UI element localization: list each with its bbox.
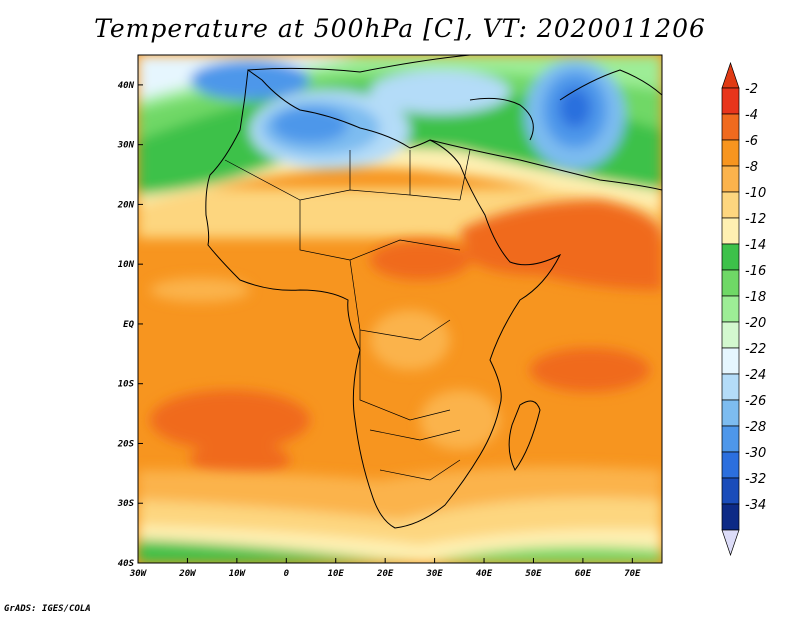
colorbar-label: -8	[745, 160, 758, 175]
colorbar-label: -14	[745, 238, 766, 253]
lon-tick-label: 20W	[178, 569, 197, 579]
colorbar-label: -16	[745, 264, 766, 279]
map-field	[138, 55, 662, 563]
colorbar-label: -18	[745, 290, 766, 305]
lon-tick-label: 60E	[575, 569, 592, 579]
lat-tick-label: 30S	[117, 499, 135, 509]
lat-tick-label: 20S	[117, 439, 135, 449]
lon-tick-label: 50E	[525, 569, 542, 579]
colorbar-swatch	[721, 399, 740, 427]
colorbar-label: -4	[745, 108, 758, 123]
lon-tick-label: 70E	[624, 569, 641, 579]
colorbar-label: -2	[745, 82, 758, 97]
colorbar: -2 -4 -6 -8 -10 -12 -14 -16 -18 -20 -22 -24 -26 -28 -3…	[721, 61, 766, 557]
colorbar-swatch	[721, 243, 740, 271]
lon-tick-label: 10W	[229, 569, 247, 579]
lat-tick-label: 20N	[117, 200, 135, 210]
lon-tick-label: 30W	[129, 569, 148, 579]
colorbar-label: -20	[745, 316, 766, 331]
longitude-ticks: 30W 20W 10W 0 10E 20E 30E 40E 50E 60E 70E	[129, 558, 641, 579]
colorbar-swatch	[721, 113, 740, 141]
colorbar-swatch	[721, 347, 740, 375]
colorbar-swatch	[721, 217, 740, 245]
lon-tick-label: 0	[284, 569, 290, 579]
colorbar-swatch	[721, 269, 740, 297]
colorbar-bottom-triangle	[721, 529, 740, 557]
lon-tick-label: 20E	[376, 569, 394, 579]
colorbar-label: -6	[745, 134, 758, 149]
borders	[224, 149, 471, 481]
colorbar-swatch	[721, 425, 740, 453]
colorbar-top-triangle	[721, 61, 740, 89]
colorbar-label: -34	[745, 498, 766, 513]
colorbar-label: -32	[745, 472, 766, 487]
colorbar-label: -26	[745, 394, 766, 409]
lon-tick-label: 10E	[328, 569, 345, 579]
lon-tick-label: 30E	[425, 569, 443, 579]
colorbar-swatch	[721, 477, 740, 505]
lon-tick-label: 40E	[476, 569, 493, 579]
map-frame	[137, 54, 663, 564]
lat-tick-label: 30N	[117, 141, 135, 151]
colorbar-swatch	[721, 503, 740, 531]
credit-text: GrADS: IGES/COLA	[4, 604, 91, 614]
chart-title: Temperature at 500hPa [C], VT: 202001120…	[94, 14, 706, 43]
lat-tick-label: 10N	[118, 260, 135, 270]
latitude-ticks: 40N 30N 20N 10N EQ 10S 20S 30S 40S	[117, 81, 143, 569]
colorbar-label: -10	[745, 186, 766, 201]
colorbar-swatch	[721, 191, 740, 219]
colorbar-label: -22	[745, 342, 766, 357]
coastlines	[205, 55, 662, 529]
colorbar-swatch	[721, 165, 740, 193]
colorbar-swatch	[721, 321, 740, 349]
lat-tick-label: 10S	[118, 380, 135, 390]
colorbar-label: -28	[745, 420, 766, 435]
colorbar-swatch	[721, 451, 740, 479]
colorbar-label: -12	[745, 212, 766, 227]
lat-tick-label: 40N	[118, 81, 135, 91]
lat-tick-label: 40S	[118, 559, 135, 569]
colorbar-swatch	[721, 87, 740, 115]
colorbar-label: -24	[745, 368, 766, 383]
colorbar-swatch	[721, 139, 740, 167]
colorbar-label: -30	[745, 446, 766, 461]
colorbar-swatch	[721, 295, 740, 323]
lat-tick-label: EQ	[123, 320, 134, 330]
colorbar-swatch	[721, 373, 740, 401]
